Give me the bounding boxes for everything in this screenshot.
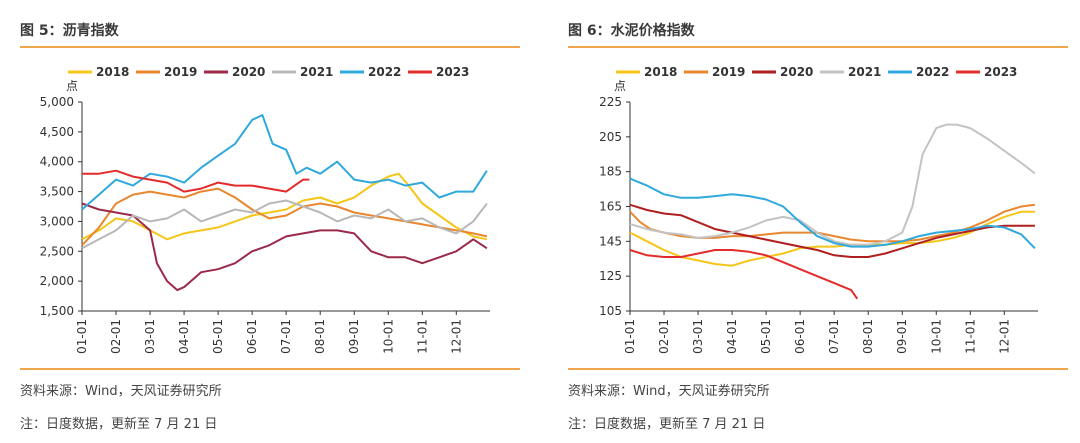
x-tick-label: 01-01 (623, 319, 637, 354)
right-update-note: 注：日度数据，更新至 7 月 21 日 (568, 417, 766, 432)
legend: 2018 2019 2020 2021 2022 2023 (616, 65, 1017, 79)
series-line-2018 (81, 172, 488, 241)
x-tick-label: 09-01 (347, 319, 361, 354)
x-tick-label: 07-01 (279, 319, 293, 354)
y-axis-unit-label: 点 (614, 79, 626, 93)
series-line-2018 (629, 210, 1035, 267)
x-tick-label: 02-01 (657, 319, 671, 354)
asphalt-index-chart: 2018 2019 2020 2021 2022 2023 点 1,500 2,000 2,500… (40, 65, 490, 354)
legend-label-2018: 2018 (644, 65, 677, 79)
y-tick-label: 165 (599, 200, 622, 214)
right-chart-title: 图 6：水泥价格指数 (568, 23, 695, 39)
legend-label-2022: 2022 (916, 65, 949, 79)
y-tick-label: 125 (599, 269, 622, 283)
x-tick-label: 10-01 (381, 319, 395, 354)
series-line-2023 (629, 249, 859, 300)
legend-label-2021: 2021 (848, 65, 881, 79)
left-chart-title: 图 5：沥青指数 (20, 23, 119, 39)
right-top-rule (568, 46, 1068, 48)
y-tick-label: 1,500 (40, 304, 74, 318)
y-tick-label: 3,500 (40, 185, 74, 199)
x-tick-label: 03-01 (143, 319, 157, 354)
cement-price-index-chart: 2018 2019 2020 2021 2022 2023 点 105 125 145 165 185… (599, 65, 1038, 354)
y-tick-label: 5,000 (40, 95, 74, 109)
right-panel: 图 6：水泥价格指数 2018 2019 2020 2021 2022 2023 点 105 1… (548, 0, 1078, 443)
left-panel: 图 5：沥青指数 2018 2019 2020 2021 2022 2023 点 1,500 2… (0, 0, 530, 443)
legend-label-2019: 2019 (164, 65, 197, 79)
y-tick-label: 4,000 (40, 155, 74, 169)
legend: 2018 2019 2020 2021 2022 2023 (68, 65, 469, 79)
series-line-2023 (82, 169, 310, 193)
x-tick-label: 11-01 (963, 319, 977, 354)
legend-label-2020: 2020 (780, 65, 813, 79)
x-tick-label: 04-01 (725, 319, 739, 354)
legend-label-2023: 2023 (984, 65, 1017, 79)
series-line-2021 (81, 199, 488, 250)
y-tick-label: 225 (599, 95, 622, 109)
x-tick-label: 07-01 (827, 319, 841, 354)
y-tick-label: 3,000 (40, 214, 74, 228)
x-tick-label: 09-01 (895, 319, 909, 354)
legend-label-2019: 2019 (712, 65, 745, 79)
left-source-note: 资料来源：Wind，天风证券研究所 (20, 384, 222, 399)
x-tick-label: 05-01 (211, 319, 225, 354)
y-tick-label: 105 (599, 304, 622, 318)
legend-label-2021: 2021 (300, 65, 333, 79)
x-tick-label: 08-01 (313, 319, 327, 354)
x-tick-label: 12-01 (449, 319, 463, 354)
series-line-2022 (81, 114, 488, 211)
series-line-2021 (629, 123, 1036, 246)
x-tick-label: 08-01 (861, 319, 875, 354)
series-line-2022 (629, 177, 1036, 249)
legend-label-2020: 2020 (232, 65, 265, 79)
legend-label-2022: 2022 (368, 65, 401, 79)
y-tick-label: 185 (599, 165, 622, 179)
y-tick-label: 145 (599, 234, 622, 248)
y-tick-label: 4,500 (40, 125, 74, 139)
x-tick-label: 11-01 (415, 319, 429, 354)
x-tick-label: 05-01 (759, 319, 773, 354)
series-line-2019 (81, 187, 488, 246)
series-line-2019 (629, 203, 1036, 243)
legend-label-2023: 2023 (436, 65, 469, 79)
x-tick-label: 03-01 (691, 319, 705, 354)
right-bottom-rule (568, 368, 1068, 370)
x-tick-label: 12-01 (997, 319, 1011, 354)
y-axis-unit-label: 点 (66, 79, 78, 93)
x-tick-label: 02-01 (109, 319, 123, 354)
x-tick-label: 04-01 (177, 319, 191, 354)
x-tick-label: 01-01 (75, 319, 89, 354)
x-tick-label: 06-01 (245, 319, 259, 354)
series-line-2020 (81, 202, 488, 292)
series-line-2020 (629, 203, 1035, 258)
right-source-note: 资料来源：Wind，天风证券研究所 (568, 384, 770, 399)
left-bottom-rule (20, 368, 520, 370)
left-top-rule (20, 46, 520, 48)
legend-label-2018: 2018 (96, 65, 129, 79)
left-update-note: 注：日度数据，更新至 7 月 21 日 (20, 417, 218, 432)
y-tick-label: 2,500 (40, 244, 74, 258)
y-tick-label: 205 (599, 130, 622, 144)
x-tick-label: 10-01 (929, 319, 943, 354)
x-tick-label: 06-01 (793, 319, 807, 354)
y-tick-label: 2,000 (40, 274, 74, 288)
